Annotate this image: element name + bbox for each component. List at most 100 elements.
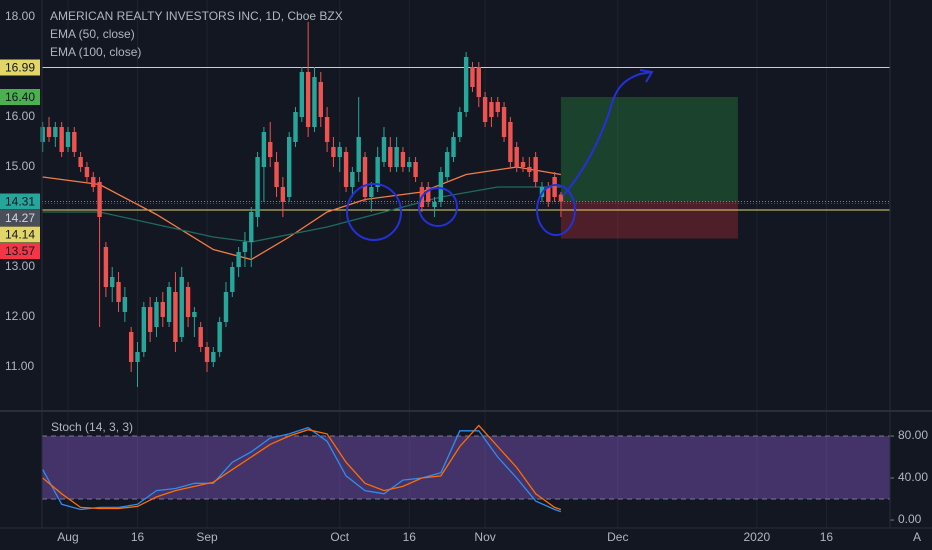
candle-body <box>350 172 355 187</box>
legend-entry: EMA (100, close) <box>50 45 141 59</box>
candle-body <box>482 97 488 122</box>
price-label-box <box>0 193 40 210</box>
x-tick-label: 16 <box>131 530 145 544</box>
candle-body <box>457 112 463 137</box>
y-tick-label: 18.00 <box>5 9 35 23</box>
candle-body <box>185 287 191 317</box>
candle-body <box>388 147 393 167</box>
candle-body <box>527 167 532 172</box>
candle-body <box>312 77 317 127</box>
x-tick-label: Oct <box>330 530 349 544</box>
candle-body <box>318 82 323 117</box>
candle-body <box>495 102 500 112</box>
price-label: 16.99 <box>5 61 35 75</box>
candle-body <box>400 152 406 167</box>
ema-line <box>42 186 561 243</box>
candle-body <box>204 347 210 362</box>
candle-body <box>489 102 494 117</box>
candle-body <box>160 302 165 317</box>
candle-body <box>444 152 450 177</box>
candle-body <box>198 327 203 347</box>
candle-body <box>84 167 90 177</box>
x-tick-label: Sep <box>196 530 218 544</box>
candle-body <box>249 212 254 242</box>
drawn-circle <box>536 184 576 236</box>
candle-body <box>53 127 58 137</box>
candle-body <box>72 132 77 152</box>
candle-body <box>91 177 96 187</box>
price-label: 14.14 <box>5 228 35 242</box>
y-tick-label: 11.00 <box>5 359 34 373</box>
candle-body <box>192 312 197 317</box>
candle-body <box>268 142 273 157</box>
x-tick-label: 2020 <box>744 530 771 544</box>
price-label: 16.40 <box>5 90 35 104</box>
candle-body <box>343 152 349 187</box>
candle-body <box>407 162 412 167</box>
candle-body <box>141 307 147 352</box>
y-tick-label: 15.00 <box>5 159 35 173</box>
candle-body <box>438 172 444 202</box>
y-tick-label: 12.00 <box>5 309 35 323</box>
price-label-box <box>0 243 40 259</box>
candle-body <box>135 352 140 362</box>
legend-entry: EMA (50, close) <box>50 27 135 41</box>
candle-body <box>394 147 399 167</box>
candle-body <box>110 277 115 287</box>
candle-body <box>179 277 184 337</box>
candle-body <box>59 127 64 152</box>
x-tick-label: Aug <box>57 530 78 544</box>
drawings <box>346 69 654 241</box>
candle-body <box>356 137 361 172</box>
candle-body <box>331 147 336 157</box>
price-label: 14.31 <box>5 195 35 209</box>
candle-body <box>103 247 109 287</box>
candle-body <box>46 127 52 137</box>
candle-body <box>97 182 102 217</box>
candle-body <box>299 72 305 117</box>
marks-layer <box>40 22 890 513</box>
candle-body <box>293 112 298 142</box>
y-tick-label: 80.00 <box>898 428 928 442</box>
candle-body <box>520 162 526 167</box>
candle-body <box>78 157 83 167</box>
candle-body <box>552 177 557 197</box>
candle-body <box>501 107 507 137</box>
candle-body <box>375 157 380 187</box>
candle-body <box>217 322 222 352</box>
candle-body <box>242 242 248 252</box>
price-label: 13.57 <box>5 244 35 258</box>
candle-body <box>280 187 286 202</box>
drawn-arrow <box>562 69 654 197</box>
ema-line <box>42 166 562 261</box>
candle-body <box>362 157 368 197</box>
candle-body <box>305 72 311 127</box>
y-tick-label: 0.00 <box>898 512 922 526</box>
chart-title: AMERICAN REALTY INVESTORS INC, 1D, Cboe … <box>50 9 343 23</box>
candle-body <box>324 117 330 142</box>
text-layer: 11.00 12.00 13.00 15.00 16.00 18.00 Aug 16 Sep Oc… <box>0 9 928 544</box>
candle-body <box>116 282 121 302</box>
price-label: 14.27 <box>5 211 35 225</box>
drawn-circle <box>418 187 458 227</box>
candle-body <box>463 57 469 112</box>
candle-body <box>236 252 241 267</box>
candle-body <box>255 157 260 217</box>
candle-body <box>369 187 374 197</box>
candle-body <box>261 132 267 167</box>
y-tick-label: 40.00 <box>898 470 928 484</box>
candle-body <box>147 307 153 332</box>
candle-body <box>122 297 128 312</box>
x-tick-label: 16 <box>820 530 834 544</box>
candle-body <box>230 267 235 292</box>
candle-body <box>211 352 216 362</box>
candle-body <box>381 137 387 162</box>
candle-body <box>514 147 519 167</box>
auto-scale-button[interactable]: A <box>913 530 921 544</box>
candle-body <box>413 162 418 177</box>
candle-body <box>558 194 564 202</box>
candle-body <box>223 292 229 322</box>
drawn-circle <box>346 183 402 241</box>
